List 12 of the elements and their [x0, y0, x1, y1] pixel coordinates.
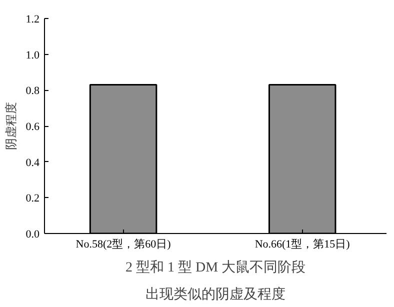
y-tick-label: 0.6: [26, 121, 40, 133]
x-tick-label: No.58(2型，第60日): [76, 238, 172, 250]
y-tick-label: 0.2: [26, 192, 40, 205]
x-tick-label: No.66(1型，第15日): [254, 238, 350, 250]
y-tick-label: 0.0: [26, 228, 40, 240]
text: 出现类似的阴虚及程度: [146, 286, 286, 302]
y-tick-label: 0.4: [26, 156, 40, 169]
y-axis-title: 阴虚程度: [4, 102, 18, 150]
y-tick-label: 1.0: [26, 49, 40, 62]
y-tick-label: 1.2: [26, 14, 40, 26]
y-tick-label: 0.8: [26, 85, 40, 98]
text: 2 型和 1 型 DM 大鼠不同阶段: [125, 260, 306, 276]
